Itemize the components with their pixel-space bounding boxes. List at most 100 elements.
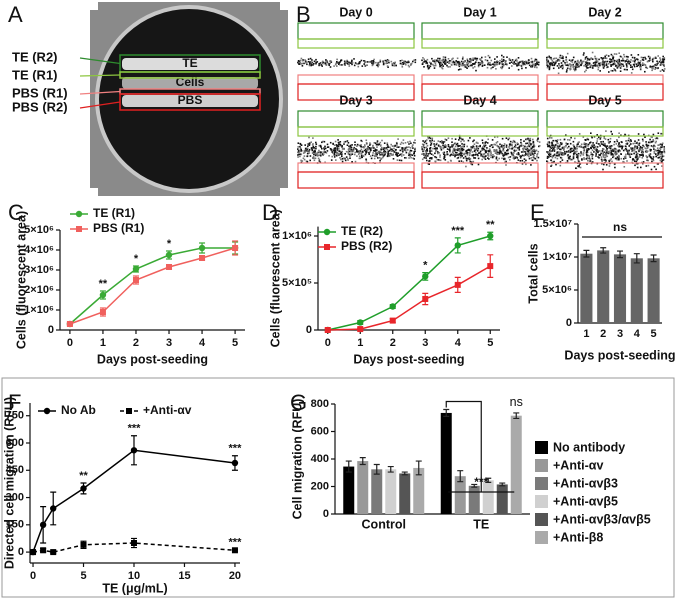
cell-dot	[594, 56, 596, 58]
cell-dot	[447, 148, 449, 150]
cell-dot	[428, 138, 430, 140]
x-axis-title: TE (μg/mL)	[102, 581, 167, 595]
cell-dot	[516, 153, 518, 155]
cell-dot	[553, 146, 555, 148]
cell-dot	[472, 58, 474, 60]
cell-dot	[515, 147, 517, 149]
cell-dot	[620, 65, 622, 67]
cell-dot	[432, 148, 434, 150]
cell-dot	[661, 156, 663, 158]
cell-dot	[555, 157, 557, 159]
cell-dot	[379, 151, 381, 153]
cell-dot	[465, 166, 467, 168]
cell-dot	[619, 64, 621, 66]
cell-dot	[662, 154, 664, 156]
cell-dot	[499, 62, 501, 64]
day-title: Day 5	[588, 93, 621, 107]
cell-dot	[318, 63, 320, 65]
cell-dot	[347, 144, 349, 146]
cell-dot	[476, 147, 478, 149]
cell-dot	[539, 145, 541, 147]
cell-dot	[602, 141, 604, 143]
cell-dot	[404, 157, 406, 159]
cell-dot	[365, 65, 367, 67]
cell-dot	[652, 158, 654, 160]
cell-dot	[429, 140, 431, 142]
cell-dot	[308, 137, 310, 139]
cell-dot	[324, 141, 326, 143]
cell-dot	[443, 153, 445, 155]
cell-dot	[448, 58, 450, 60]
cell-dot	[457, 157, 459, 159]
cell-dot	[435, 148, 437, 150]
y-tick-label: 2×10⁶	[24, 284, 54, 296]
cell-dot	[592, 142, 594, 144]
cell-dot	[441, 149, 443, 151]
cell-dot	[496, 56, 498, 58]
cell-dot	[426, 62, 428, 64]
cell-dot	[491, 60, 493, 62]
cell-dot	[609, 159, 611, 161]
cell-dot	[492, 147, 494, 149]
x-axis-title: Days post-seeding	[353, 352, 464, 366]
y-tick-label: 0	[18, 546, 24, 558]
legend-swatch	[535, 495, 548, 508]
cell-dot	[484, 64, 486, 66]
cell-dot	[625, 140, 627, 142]
cell-dot	[566, 145, 568, 147]
cell-dot	[520, 145, 522, 147]
x-tick-label: 3	[617, 328, 623, 340]
cell-dot	[546, 160, 548, 162]
cell-dot	[607, 150, 609, 152]
cell-dot	[355, 161, 357, 163]
cell-dot	[482, 65, 484, 67]
cell-dot	[511, 148, 513, 150]
cell-dot	[461, 139, 463, 141]
cell-dot	[569, 59, 571, 61]
cell-dot	[601, 143, 603, 145]
cell-dot	[569, 139, 571, 141]
cell-dot	[506, 146, 508, 148]
cell-dot	[563, 61, 565, 63]
cell-dot	[577, 142, 579, 144]
cell-dot	[524, 151, 526, 153]
cell-dot	[458, 153, 460, 155]
cell-dot	[637, 59, 639, 61]
cell-dot	[473, 161, 475, 163]
cell-dot	[485, 142, 487, 144]
cell-dot	[593, 65, 595, 67]
cell-dot	[641, 150, 643, 152]
cell-dot	[349, 155, 351, 157]
cell-dot	[644, 136, 646, 138]
y-tick-label: 1.5×10⁷	[534, 218, 573, 230]
cell-dot	[361, 60, 363, 62]
day-title: Day 4	[463, 93, 496, 107]
cell-dot	[412, 154, 414, 156]
cell-dot	[436, 60, 438, 62]
cell-dot	[620, 153, 622, 155]
cell-dot	[455, 152, 457, 154]
cell-dot	[379, 157, 381, 159]
cell-dot	[403, 139, 405, 141]
cell-dot	[389, 155, 391, 157]
cell-dot	[619, 62, 621, 64]
cell-dot	[578, 165, 580, 167]
cell-dot	[553, 148, 555, 150]
day-title: Day 1	[463, 5, 496, 19]
cell-dot	[576, 63, 578, 65]
cell-dot	[634, 147, 636, 149]
significance: ***	[451, 225, 465, 237]
cell-dot	[555, 63, 557, 65]
cell-dot	[353, 58, 355, 60]
cell-dot	[428, 153, 430, 155]
cell-dot	[441, 140, 443, 142]
cell-dot	[611, 133, 613, 135]
cell-dot	[653, 156, 655, 158]
cell-dot	[580, 167, 582, 169]
cell-dot	[632, 60, 634, 62]
cell-dot	[558, 67, 560, 69]
cell-dot	[469, 154, 471, 156]
cell-dot	[397, 159, 399, 161]
cell-dot	[602, 64, 604, 66]
cell-dot	[445, 145, 447, 147]
